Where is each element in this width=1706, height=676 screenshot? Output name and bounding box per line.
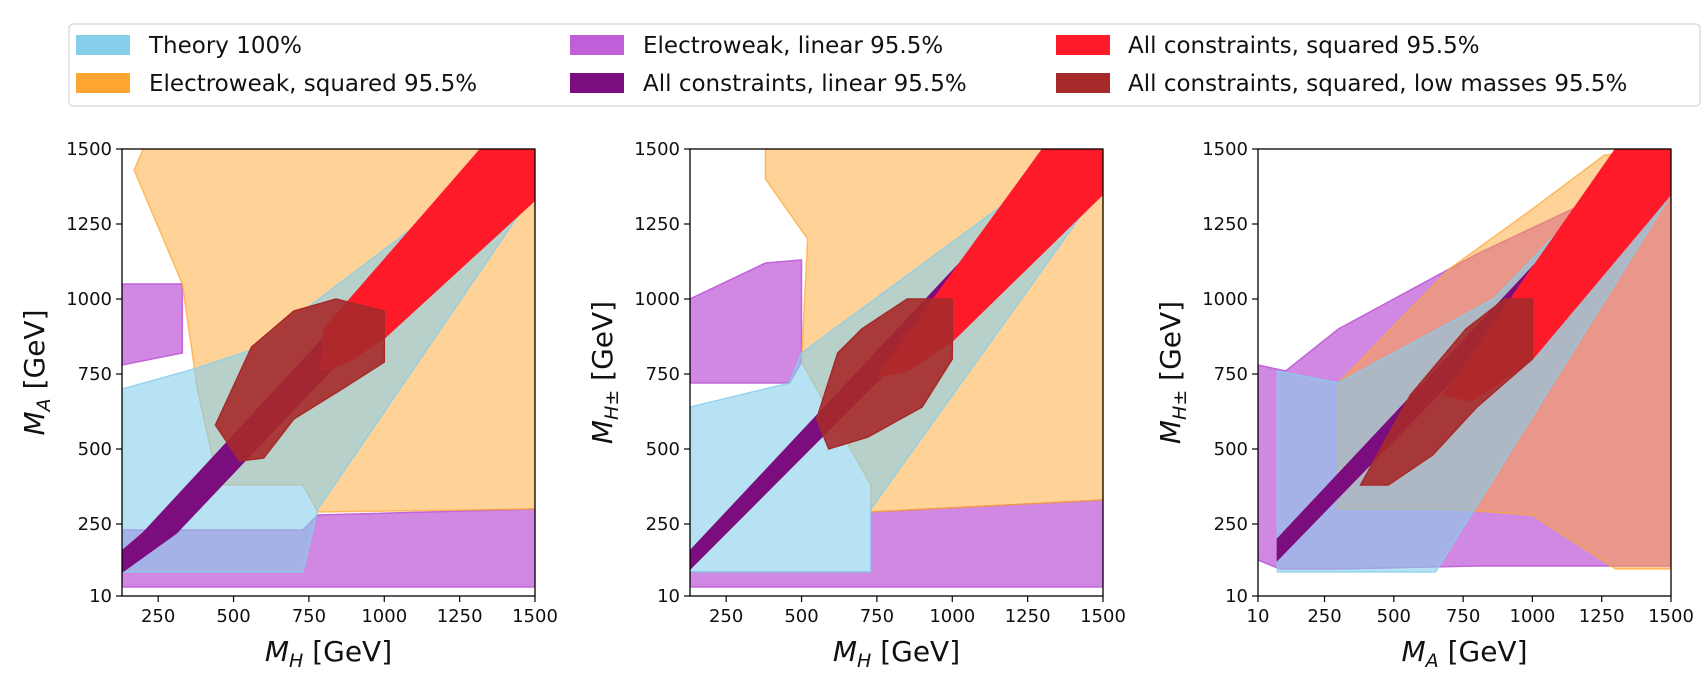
legend-label: Electroweak, squared 95.5%: [149, 71, 477, 97]
x-tick-label: 750: [292, 606, 326, 627]
y-tick-label: 1000: [1202, 289, 1248, 310]
y-tick-label: 750: [78, 364, 112, 385]
plot-area: [1258, 149, 1671, 573]
x-tick-label: 1250: [1579, 606, 1625, 627]
legend-swatch-5: [1056, 73, 1110, 93]
legend-label: Electroweak, linear 95.5%: [643, 33, 943, 59]
x-tick-label: 250: [141, 606, 175, 627]
y-tick-label: 500: [78, 439, 112, 460]
legend-entry: All constraints, linear 95.5%: [570, 71, 967, 97]
x-tick-label: 1000: [1510, 606, 1556, 627]
y-tick-label: 1500: [634, 139, 680, 160]
y-tick-label: 1000: [66, 289, 112, 310]
y-tick-label: 1250: [66, 214, 112, 235]
x-tick-label: 250: [709, 606, 743, 627]
y-axis-label: MH± [GeV]: [586, 301, 623, 444]
legend-entry: All constraints, squared, low masses 95.…: [1056, 71, 1627, 97]
region-ew-linear: [122, 283, 184, 366]
x-tick-label: 1250: [437, 606, 483, 627]
chart-panel-3: 10 250 500 750 1000 1250 1500 10 250 500 750 1000 12…: [1154, 139, 1694, 672]
plot-area: [122, 149, 535, 588]
x-tick-label: 1250: [1005, 606, 1051, 627]
region-allcons-squared-lowmass: [815, 298, 954, 450]
x-axis-label: MH [GeV]: [833, 635, 960, 672]
y-tick-label: 250: [646, 514, 680, 535]
legend-entry: Theory 100%: [76, 33, 302, 59]
x-tick-label: 500: [216, 606, 250, 627]
legend-swatch-1: [76, 73, 130, 93]
x-axis-label: MA [GeV]: [1402, 635, 1528, 672]
y-tick-label: 1250: [1202, 214, 1248, 235]
x-tick-label: 500: [784, 606, 818, 627]
y-tick-label: 10: [657, 586, 680, 607]
x-tick-label: 750: [860, 606, 894, 627]
y-tick-label: 500: [1214, 439, 1248, 460]
panels: 250 500 750 1000 1250 1500 10 250 500 750 1000 1250…: [18, 139, 1694, 672]
x-tick-label: 500: [1377, 606, 1411, 627]
legend-swatch-2: [570, 35, 624, 55]
legend-label: Theory 100%: [148, 33, 302, 59]
x-tick-label: 250: [1307, 606, 1341, 627]
y-tick-label: 500: [646, 439, 680, 460]
legend-swatch-3: [570, 73, 624, 93]
y-tick-label: 10: [1225, 586, 1248, 607]
y-tick-label: 750: [1214, 364, 1248, 385]
legend-entry: All constraints, squared 95.5%: [1056, 33, 1480, 59]
y-tick-label: 10: [89, 586, 112, 607]
axes-frame: [689, 148, 1104, 597]
legend-entry: Electroweak, squared 95.5%: [76, 71, 477, 97]
x-tick-label: 1500: [512, 606, 558, 627]
x-tick-label: 10: [1247, 606, 1270, 627]
y-tick-label: 1500: [1202, 139, 1248, 160]
y-tick-label: 750: [646, 364, 680, 385]
plot-area: [690, 149, 1103, 588]
legend-frame: [68, 23, 1701, 107]
region-allcons-squared-lowmass: [1359, 298, 1534, 486]
chart-panel-2: 250 500 750 1000 1250 1500 10 250 500 750 1000 1250…: [586, 139, 1126, 672]
chart-panel-1: 250 500 750 1000 1250 1500 10 250 500 750 1000 1250…: [18, 139, 558, 672]
y-tick-label: 250: [78, 514, 112, 535]
x-tick-label: 1000: [929, 606, 975, 627]
y-axis-label: MH± [GeV]: [1154, 301, 1191, 444]
y-tick-label: 250: [1214, 514, 1248, 535]
legend-swatch-4: [1056, 35, 1110, 55]
x-tick-label: 1500: [1648, 606, 1694, 627]
x-axis-label: MH [GeV]: [265, 635, 392, 672]
y-tick-label: 1500: [66, 139, 112, 160]
region-allcons-squared-lowmass: [214, 298, 386, 462]
legend-label: All constraints, linear 95.5%: [643, 71, 967, 97]
legend-label: All constraints, squared, low masses 95.…: [1128, 71, 1627, 97]
legend-entry: Electroweak, linear 95.5%: [570, 33, 943, 59]
axes-frame: [121, 148, 536, 597]
legend-swatch-0: [76, 35, 130, 55]
y-tick-label: 1000: [634, 289, 680, 310]
y-tick-label: 1250: [634, 214, 680, 235]
x-tick-label: 1500: [1080, 606, 1126, 627]
x-tick-label: 750: [1446, 606, 1480, 627]
legend: Theory 100% Electroweak, squared 95.5% E…: [68, 23, 1701, 107]
axes-frame: [1257, 148, 1672, 597]
region-ew-linear: [690, 259, 803, 384]
x-tick-label: 1000: [361, 606, 407, 627]
legend-label: All constraints, squared 95.5%: [1128, 33, 1480, 59]
y-axis-label: MA [GeV]: [18, 310, 55, 436]
